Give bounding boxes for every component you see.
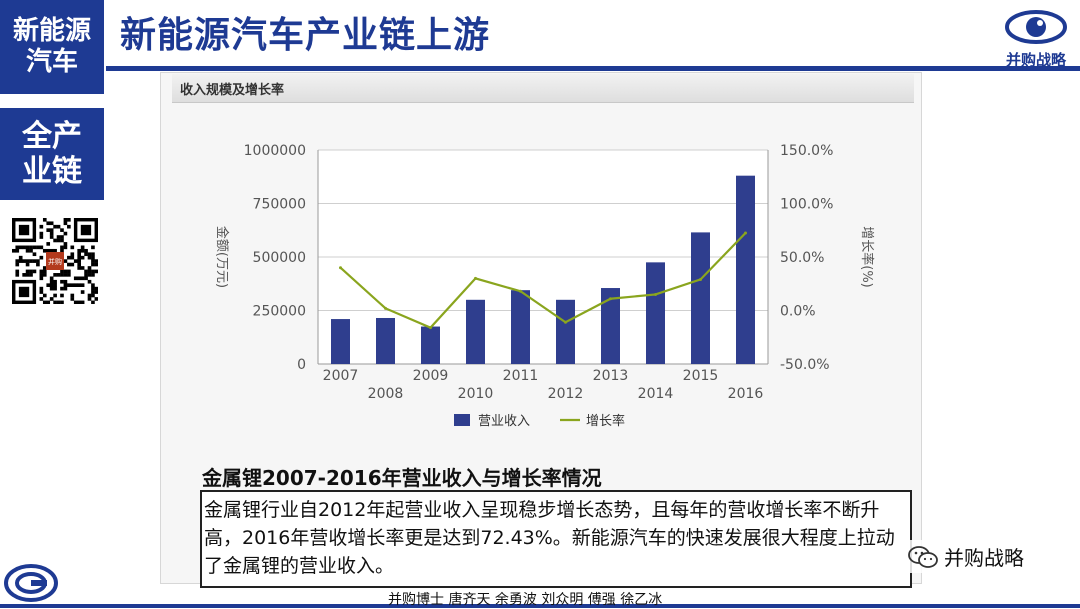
y-left-tick-label: 500000 [253, 250, 306, 266]
bar-revenue [331, 319, 350, 364]
brand-name: 并购战略 [1005, 51, 1066, 69]
brand-logo: 并购战略 [996, 10, 1076, 69]
point-growth-rate [474, 276, 477, 280]
x-tick-label: 2008 [368, 386, 404, 402]
point-growth-rate [339, 266, 342, 270]
bar-revenue [556, 299, 575, 364]
category-block-full-chain: 全产 业链 [0, 108, 104, 200]
x-tick-label: 2011 [503, 368, 539, 384]
description-text: 金属锂行业自2012年起营业收入呈现稳步增长态势，且每年的营收增长率不断升高，2… [204, 499, 895, 577]
x-tick-label: 2014 [638, 386, 674, 402]
left-sidebar: 新能源 汽车 全产 业链 并购 [0, 0, 106, 608]
y-left-tick-label: 0 [297, 357, 306, 373]
y-left-tick-label: 250000 [253, 304, 306, 320]
x-tick-label: 2007 [323, 368, 359, 384]
qr-stamp-text: 并购 [48, 257, 62, 266]
chart-caption: 金属锂2007-2016年营业收入与增长率情况 [202, 466, 602, 490]
point-growth-rate [654, 292, 657, 296]
category-line-1: 全产 [22, 118, 82, 154]
company-logo-icon [4, 564, 58, 602]
bar-revenue [466, 299, 485, 364]
bar-revenue [421, 326, 440, 364]
y-left-tick-label: 750000 [253, 197, 306, 213]
bar-revenue [736, 175, 755, 364]
chart-header: 收入规模及增长率 [172, 74, 914, 103]
y-right-tick-label: 0.0% [780, 304, 816, 320]
x-tick-label: 2010 [458, 386, 494, 402]
point-growth-rate [609, 297, 612, 301]
x-tick-label: 2015 [683, 368, 719, 384]
category-block-new-energy: 新能源 汽车 [0, 0, 104, 94]
x-tick-label: 2016 [728, 386, 764, 402]
point-growth-rate [384, 306, 387, 310]
chart-header-title: 收入规模及增长率 [180, 83, 285, 98]
y-left-axis-title: 金额(万元) [214, 226, 230, 288]
wechat-watermark: 并购战略 [904, 540, 1028, 573]
y-right-tick-label: -50.0% [780, 357, 830, 373]
description-box: 金属锂行业自2012年起营业收入呈现稳步增长态势，且每年的营收增长率不断升高，2… [200, 490, 912, 588]
x-tick-label: 2013 [593, 368, 629, 384]
y-right-axis-title: 增长率(%) [859, 226, 875, 288]
legend-label-growth: 增长率 [586, 413, 625, 429]
qr-code-icon: 并购 [12, 218, 98, 304]
y-right-tick-label: 50.0% [780, 250, 824, 266]
line-growth-rate [339, 232, 747, 329]
category-line-2: 汽车 [25, 47, 78, 77]
x-tick-label: 2012 [548, 386, 584, 402]
point-growth-rate [564, 320, 567, 324]
footer-authors: 并购博士 唐齐天 余勇波 刘众明 傅强 徐乙冰 [388, 592, 663, 608]
wechat-account-name: 并购战略 [944, 546, 1024, 570]
point-growth-rate [519, 289, 522, 293]
y-right-tick-label: 150.0% [780, 143, 833, 159]
bar-revenue [691, 232, 710, 364]
point-growth-rate [429, 326, 432, 330]
bar-revenue [601, 288, 620, 364]
y-left-tick-label: 1000000 [244, 143, 306, 159]
legend-label-revenue: 营业收入 [478, 414, 530, 429]
category-line-2: 业链 [22, 154, 82, 189]
category-line-1: 新能源 [12, 16, 91, 47]
legend-swatch-revenue [454, 414, 470, 426]
title-underline [106, 66, 1080, 71]
bar-revenue [646, 262, 665, 364]
point-growth-rate [744, 231, 747, 235]
y-right-tick-label: 100.0% [780, 197, 833, 213]
bar-revenue [511, 290, 530, 364]
x-tick-label: 2009 [413, 368, 449, 384]
eye-icon [1005, 10, 1067, 44]
bar-revenue [376, 317, 395, 364]
revenue-growth-chart: 0 250000 500000 750000 1000000 -50.0% 0.0% 50.0… [214, 143, 875, 429]
page-title: 新能源汽车产业链上游 [120, 15, 491, 56]
footer-bar [0, 604, 1080, 608]
point-growth-rate [699, 277, 702, 281]
wechat-icon [908, 545, 938, 568]
